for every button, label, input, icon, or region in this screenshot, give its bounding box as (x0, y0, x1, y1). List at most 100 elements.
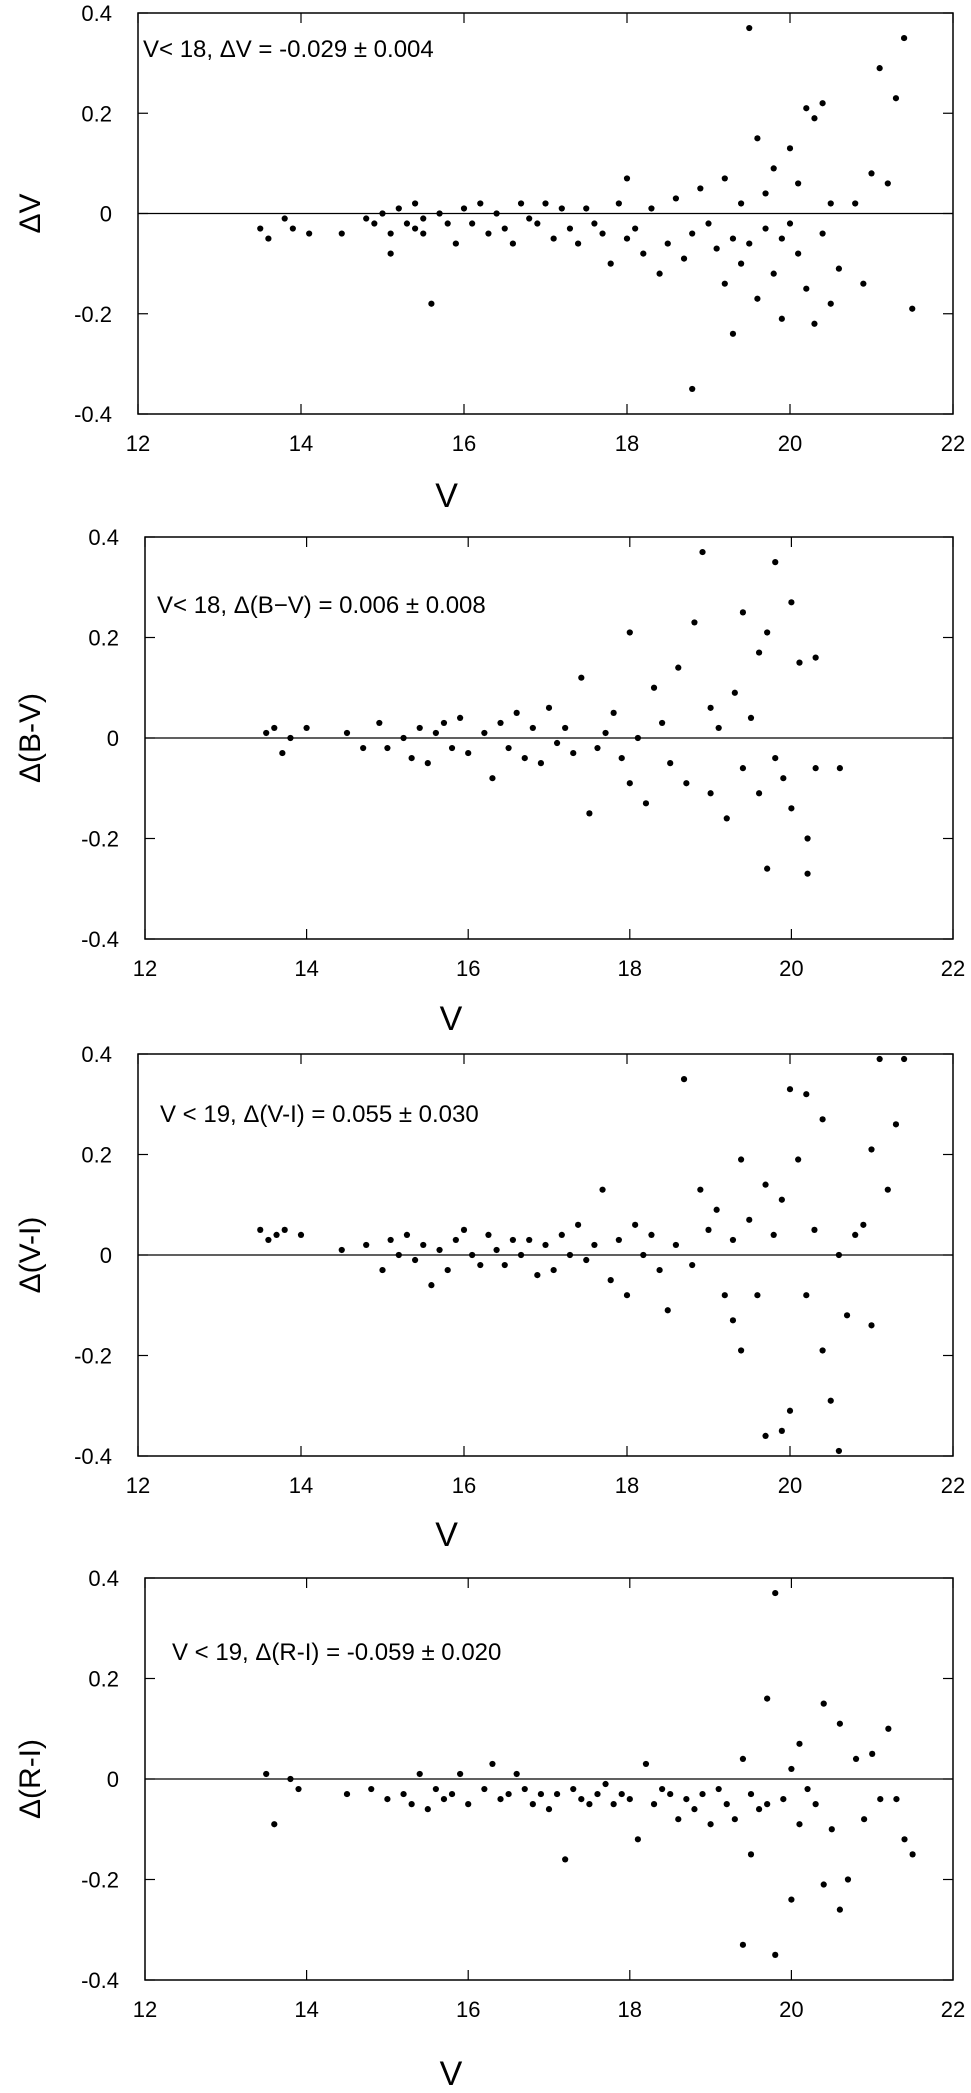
data-point (497, 1796, 504, 1803)
data-point (566, 1251, 574, 1259)
data-point (844, 1876, 852, 1883)
data-point (680, 1076, 688, 1083)
data-point (384, 1796, 391, 1803)
data-point (403, 1231, 411, 1238)
data-point (602, 1780, 609, 1788)
data-point (811, 115, 818, 122)
panel-3: 12 14 16 18 20 22 0.4 0.2 0 -0.2 -0.4 V < 19, Δ(V-I… (14, 1042, 965, 1554)
y-tick-label: -0.4 (81, 927, 119, 952)
data-point (755, 790, 763, 797)
data-point (368, 1785, 375, 1793)
data-point (444, 220, 451, 227)
data-point (650, 1801, 658, 1808)
data-point (812, 765, 819, 772)
data-point (481, 1785, 488, 1793)
data-point (659, 1785, 666, 1793)
x-tick-label: 16 (456, 956, 480, 981)
data-point (570, 749, 577, 757)
data-point (607, 260, 614, 267)
data-point (338, 1246, 345, 1254)
y-tick-label: 0.2 (88, 1667, 119, 1692)
data-point (400, 734, 407, 742)
data-point (289, 225, 296, 232)
data-point (819, 100, 826, 107)
data-point (804, 870, 811, 877)
data-point (721, 280, 728, 287)
y-axis-label: Δ(R-I) (14, 1739, 47, 1819)
data-point (509, 1236, 516, 1244)
data-point (287, 734, 294, 742)
data-point (273, 1231, 280, 1238)
data-point (731, 689, 738, 696)
data-point (713, 245, 720, 252)
data-point (648, 205, 655, 212)
data-point (901, 34, 908, 42)
data-point (803, 285, 810, 292)
data-point (505, 1790, 512, 1798)
data-point (632, 225, 639, 232)
y-axis-label: Δ(V-I) (14, 1217, 47, 1294)
data-point (257, 1226, 264, 1233)
data-point (591, 1241, 598, 1249)
y-tick-label: 0.4 (88, 525, 119, 550)
data-point (901, 1055, 908, 1063)
data-point (707, 790, 714, 797)
data-point (762, 1181, 769, 1188)
data-point (729, 1236, 737, 1244)
data-point (861, 1816, 868, 1823)
data-point (664, 240, 671, 247)
data-point (436, 210, 443, 217)
data-point (363, 1241, 370, 1249)
y-tick-label: -0.4 (81, 1968, 119, 1993)
data-point (263, 729, 270, 737)
data-point (460, 205, 468, 212)
data-point (634, 1836, 641, 1843)
data-point (843, 1312, 851, 1319)
data-point (828, 1826, 835, 1833)
data-point (586, 810, 593, 817)
data-point (747, 1790, 755, 1798)
y-axis-label: ΔV (14, 193, 47, 233)
data-point (578, 674, 585, 681)
data-point (659, 719, 666, 727)
data-point (715, 1785, 722, 1793)
data-point (642, 1760, 650, 1768)
data-point (909, 1851, 916, 1858)
data-point (707, 1821, 714, 1828)
data-point (788, 805, 795, 812)
data-point (607, 1277, 614, 1284)
data-point (691, 1806, 698, 1813)
data-point (566, 225, 574, 232)
data-point (901, 1836, 908, 1843)
data-point (739, 1755, 747, 1762)
data-point (835, 265, 843, 272)
data-point (281, 215, 288, 222)
data-point (626, 780, 633, 787)
data-point (762, 190, 769, 197)
y-tick-label: -0.2 (81, 827, 119, 852)
y-tick-label: 0 (100, 1243, 112, 1268)
data-point (691, 619, 698, 626)
data-point (428, 1282, 435, 1289)
data-point (440, 719, 448, 727)
data-point (819, 230, 826, 237)
data-point (485, 1231, 492, 1238)
data-point (505, 744, 512, 752)
data-point (738, 200, 745, 207)
data-point (721, 1292, 728, 1299)
y-tick-label: 0.4 (88, 1566, 119, 1591)
data-point (465, 1801, 472, 1808)
data-point (618, 1790, 625, 1798)
data-point (457, 1770, 464, 1778)
data-point (412, 225, 419, 232)
data-point (836, 1720, 843, 1727)
data-point (656, 270, 663, 277)
x-tick-label: 16 (452, 431, 476, 456)
data-point (265, 235, 272, 242)
data-point (626, 1796, 633, 1803)
data-point (699, 1790, 706, 1798)
data-point (778, 235, 785, 242)
data-point (529, 724, 536, 732)
data-point (542, 200, 549, 207)
data-point (594, 744, 601, 752)
